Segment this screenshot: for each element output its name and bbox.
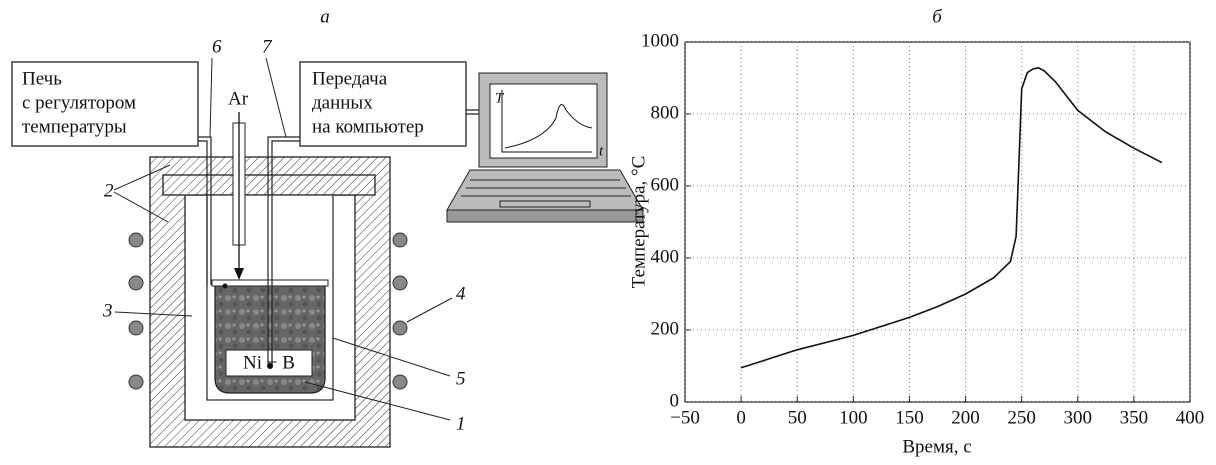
y-tick-label: 1000 xyxy=(641,30,679,51)
furnace-box-line: Печь xyxy=(22,68,62,89)
data-line xyxy=(741,68,1162,368)
leader xyxy=(210,58,212,137)
chart: б Время, с Температура, °C 0 200 400 600 800… xyxy=(628,6,1204,457)
crucible xyxy=(215,285,325,393)
part-number: 2 xyxy=(104,180,114,201)
y-axis-label: Температура, °C xyxy=(628,156,649,289)
part-number: 1 xyxy=(456,413,466,434)
furnace-lid xyxy=(163,175,375,195)
x-axis-label: Время, с xyxy=(902,436,971,457)
data-box-line: Передача xyxy=(312,68,388,89)
y-tick-label: 200 xyxy=(651,318,680,339)
leader xyxy=(407,298,452,322)
sample-label: Ni + B xyxy=(243,352,295,373)
y-tick-label: 400 xyxy=(651,246,680,267)
part-number: 7 xyxy=(262,36,273,57)
diagram: а Ni + B Печь с регулятором температуры … xyxy=(12,6,643,447)
part-number: 6 xyxy=(212,36,222,57)
furnace-box-line: с регулятором xyxy=(22,92,136,113)
x-tick-label: 300 xyxy=(1064,407,1093,428)
junction xyxy=(267,363,273,369)
page: {"diagram": {"panel_label": "а", "furnac… xyxy=(0,0,1216,465)
part-number: 3 xyxy=(102,300,113,321)
laptop-base xyxy=(447,210,643,222)
x-tick-label: −50 xyxy=(670,407,700,428)
crucible-rim xyxy=(212,280,328,286)
x-tick-label: 350 xyxy=(1120,407,1149,428)
data-box-line: данных xyxy=(312,92,373,113)
gas-label: Ar xyxy=(228,88,249,109)
data-box-line: на компьютер xyxy=(312,116,424,137)
x-tick-label: 100 xyxy=(839,407,868,428)
keyboard xyxy=(447,170,643,210)
figure: а Ni + B Печь с регулятором температуры … xyxy=(0,0,1216,460)
chart-title: б xyxy=(932,6,943,27)
y-tick-label: 800 xyxy=(651,102,680,123)
x-tick-label: 200 xyxy=(951,407,980,428)
x-tick-label: 150 xyxy=(895,407,924,428)
junction xyxy=(223,284,228,289)
screen xyxy=(490,84,597,158)
x-tick-label: 250 xyxy=(1007,407,1036,428)
part-number: 5 xyxy=(456,368,466,389)
leader xyxy=(266,58,286,137)
x-tick-label: 400 xyxy=(1176,407,1205,428)
panel-label: а xyxy=(320,6,330,27)
part-number: 4 xyxy=(456,283,466,304)
plot-frame xyxy=(685,42,1190,402)
x-tick-label: 0 xyxy=(736,407,746,428)
y-tick-label: 600 xyxy=(651,174,680,195)
furnace-box-line: температуры xyxy=(22,116,127,137)
data-cable xyxy=(466,110,479,114)
x-tick-label: 50 xyxy=(788,407,807,428)
